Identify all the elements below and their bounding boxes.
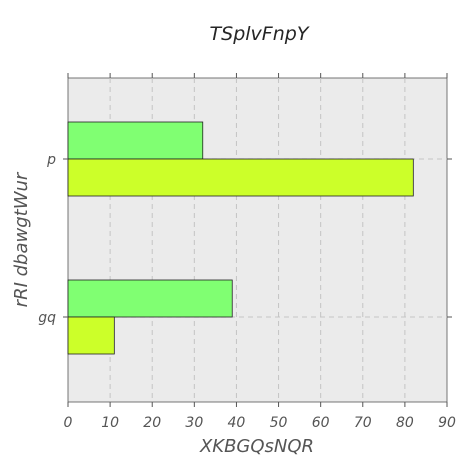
y-axis-label: rRI dbawgtWur (11, 171, 32, 307)
bar-series-2-p (67, 158, 414, 197)
x-tick-label: 40 (228, 415, 246, 431)
x-tick-label: 70 (354, 415, 372, 431)
x-tick-label: 80 (396, 415, 414, 431)
x-tick-label: 20 (143, 415, 161, 431)
x-tick-label: 90 (438, 415, 456, 431)
y-tick-label: gq (38, 310, 56, 326)
bar-series-2-gq (67, 316, 115, 355)
chart-title: TSplvFnpY (210, 23, 310, 45)
x-axis-label: XKBGQsNQR (199, 436, 314, 457)
bar-series-1-gq (67, 279, 233, 318)
x-tick-label: 30 (185, 415, 203, 431)
x-tick-label: 60 (312, 415, 330, 431)
x-tick-label: 50 (270, 415, 288, 431)
y-axis-ticks: p gq (38, 152, 452, 326)
x-tick-label: 10 (101, 415, 119, 431)
x-axis-ticks: 0 10 20 30 40 50 60 70 80 90 (64, 73, 456, 431)
bars (67, 121, 414, 355)
y-tick-label: p (46, 152, 56, 168)
bar-series-1-p (67, 121, 204, 160)
x-tick-label: 0 (64, 415, 73, 431)
